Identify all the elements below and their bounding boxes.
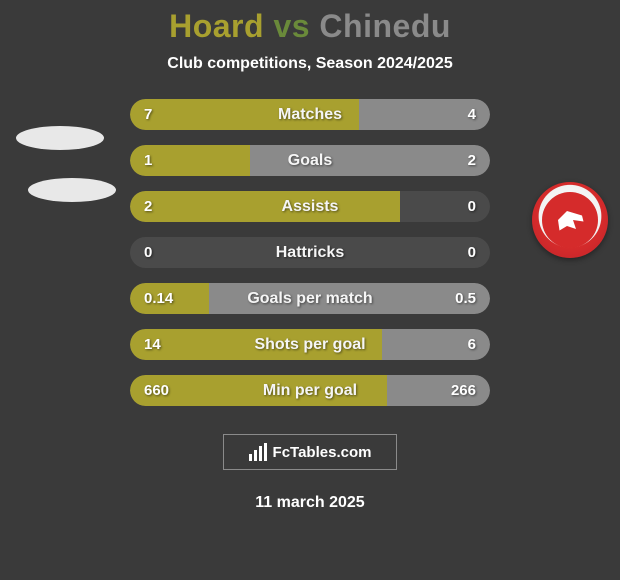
stat-label: Shots per goal: [130, 329, 490, 360]
player1-club-badge-placeholder-2: [28, 178, 116, 202]
stat-label: Assists: [130, 191, 490, 222]
stat-row: 12Goals: [130, 145, 490, 176]
stat-rows-container: 74Matches 12Goals 20Assists 00Hattricks 0.14…: [130, 99, 490, 406]
brand-text: FcTables.com: [273, 444, 372, 461]
comparison-title: Hoard vs Chinedu: [169, 8, 451, 45]
stat-row: 74Matches: [130, 99, 490, 130]
stat-row: 0.140.5Goals per match: [130, 283, 490, 314]
stat-label: Goals per match: [130, 283, 490, 314]
brand-bars-icon: [249, 443, 267, 461]
player2-club-badge: [532, 182, 608, 258]
stat-label: Matches: [130, 99, 490, 130]
stat-row: 00Hattricks: [130, 237, 490, 268]
player2-name: Chinedu: [319, 8, 450, 44]
stat-label: Min per goal: [130, 375, 490, 406]
brand-box[interactable]: FcTables.com: [223, 434, 397, 470]
player1-club-badge-placeholder-1: [16, 126, 104, 150]
competition-subtitle: Club competitions, Season 2024/2025: [167, 55, 452, 73]
stat-label: Goals: [130, 145, 490, 176]
vs-text: vs: [273, 8, 310, 44]
stat-label: Hattricks: [130, 237, 490, 268]
stat-row: 660266Min per goal: [130, 375, 490, 406]
player1-name: Hoard: [169, 8, 264, 44]
stat-row: 20Assists: [130, 191, 490, 222]
comparison-date: 11 march 2025: [255, 494, 364, 512]
eagle-icon: [555, 205, 585, 235]
stat-row: 146Shots per goal: [130, 329, 490, 360]
